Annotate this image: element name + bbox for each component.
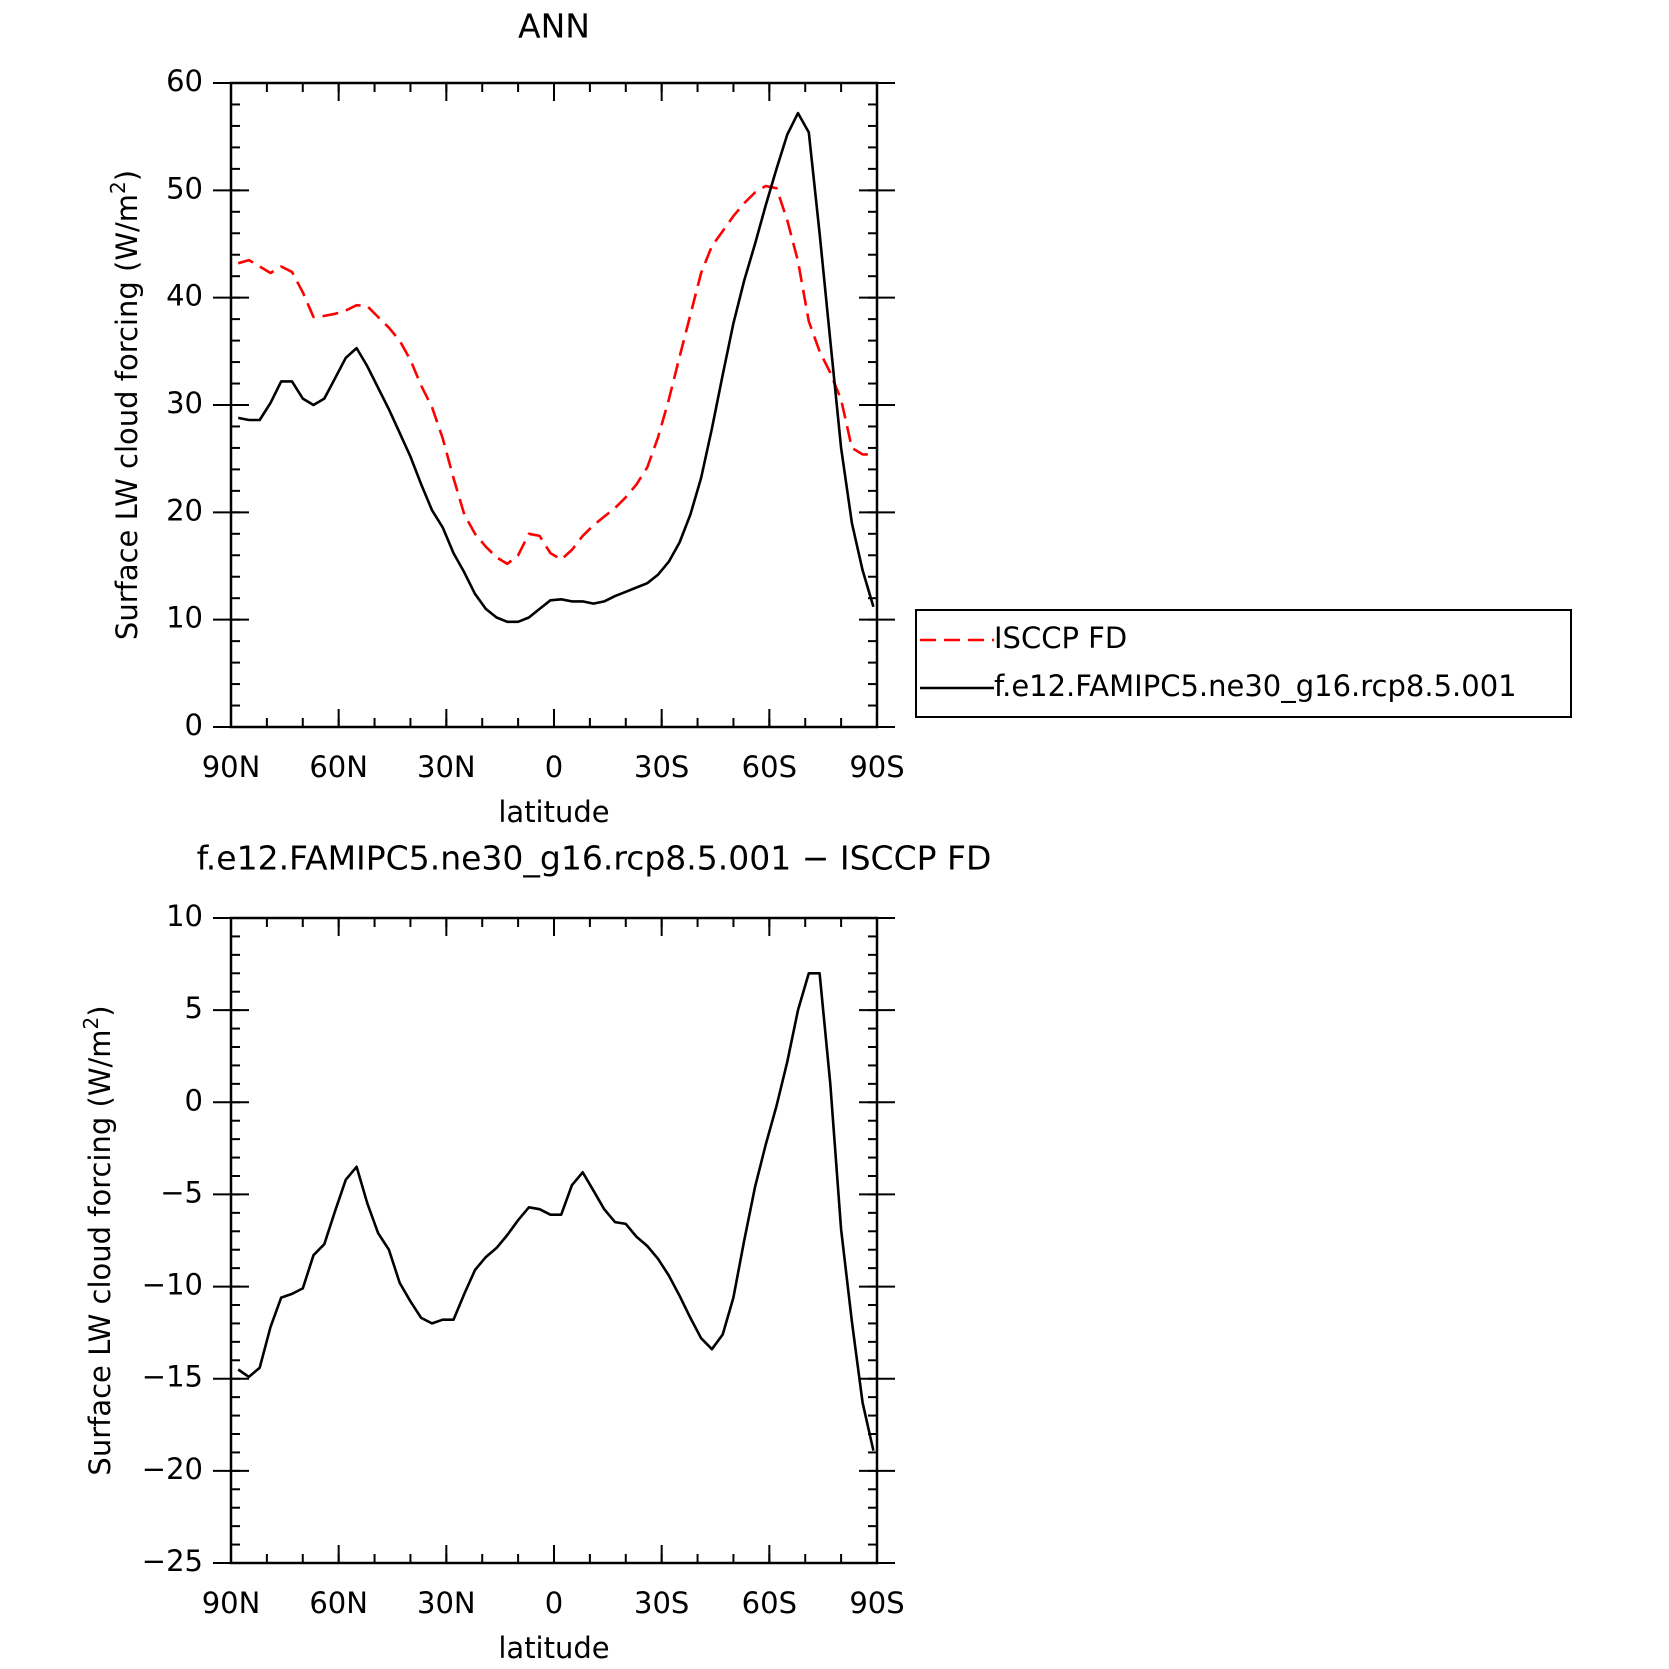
y-axis-label: Surface LW cloud forcing (W/m2): [79, 1005, 117, 1475]
chart-title: ANN: [518, 7, 590, 46]
x-tick-label: 60N: [309, 750, 368, 784]
legend-label-2: f.e12.FAMIPC5.ne30_g16.rcp8.5.001: [994, 669, 1517, 703]
legend-box: [915, 609, 1572, 718]
y-axis-label-tail: ): [83, 1005, 117, 1016]
y-axis-label-text: Surface LW cloud forcing (W/m: [83, 1029, 117, 1475]
y-tick-label: 5: [185, 991, 203, 1025]
y-axis-label-sup: 2: [79, 1017, 103, 1030]
y-tick-label: −25: [142, 1544, 203, 1578]
y-tick-label: −10: [142, 1268, 203, 1302]
x-tick-label: 90S: [849, 1586, 904, 1620]
chart-2: f.e12.FAMIPC5.ne30_g16.rcp8.5.001 − ISCC…: [79, 839, 991, 1666]
x-axis-label: latitude: [498, 1631, 609, 1665]
x-tick-label: 30S: [634, 1586, 689, 1620]
y-tick-label: 10: [166, 601, 203, 635]
y-tick-label: 50: [166, 171, 203, 205]
plot-frame: [229, 916, 879, 1565]
x-tick-label: 90S: [849, 750, 904, 784]
x-tick-label: 30N: [417, 750, 476, 784]
y-tick-label: −5: [160, 1175, 203, 1209]
y-tick-label: 40: [166, 279, 203, 313]
y-tick-label: 30: [166, 386, 203, 420]
y-tick-label: −15: [142, 1360, 203, 1394]
y-axis-label-sup: 2: [106, 181, 130, 194]
y-axis-label-tail: ): [110, 170, 144, 181]
y-tick-label: 20: [166, 493, 203, 527]
plot-frame: [229, 81, 879, 729]
legend-label-1: ISCCP FD: [994, 621, 1127, 655]
y-tick-label: 0: [185, 1083, 203, 1117]
x-tick-label: 30N: [417, 1586, 476, 1620]
y-tick-label: −20: [142, 1452, 203, 1486]
y-axis-label: Surface LW cloud forcing (W/m2): [106, 170, 144, 640]
x-tick-label: 90N: [202, 750, 261, 784]
x-tick-label: 60S: [742, 1586, 797, 1620]
x-tick-label: 60N: [309, 1586, 368, 1620]
legend: ISCCP FD f.e12.FAMIPC5.ne30_g16.rcp8.5.00…: [915, 609, 1572, 718]
x-tick-label: 90N: [202, 1586, 261, 1620]
x-tick-label: 30S: [634, 750, 689, 784]
x-tick-label: 0: [545, 1586, 563, 1620]
series-line-1: [237, 184, 874, 566]
y-axis-label-text: Surface LW cloud forcing (W/m: [110, 194, 144, 640]
y-tick-label: 0: [185, 708, 203, 742]
chart-title: f.e12.FAMIPC5.ne30_g16.rcp8.5.001 − ISCC…: [197, 839, 992, 878]
chart-1: ANN 90N 60N 30N 0 30S 60S 90S 0 10 20 30 40 50 60 latit…: [106, 7, 1572, 829]
y-tick-label: 60: [166, 64, 203, 98]
series-line-1: [237, 971, 875, 1451]
x-axis-label: latitude: [498, 795, 609, 829]
series-line-2: [237, 111, 875, 624]
x-tick-label: 0: [545, 750, 563, 784]
y-tick-label: 10: [166, 899, 203, 933]
x-tick-label: 60S: [742, 750, 797, 784]
